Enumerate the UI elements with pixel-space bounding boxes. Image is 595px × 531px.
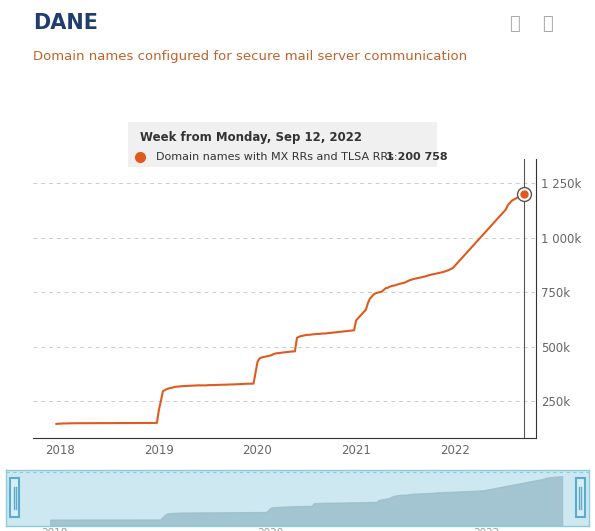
Text: 1 200 758: 1 200 758	[386, 152, 448, 162]
Text: ⓩ: ⓩ	[542, 15, 553, 33]
Text: ⓘ: ⓘ	[509, 15, 520, 33]
Bar	[576, 478, 585, 517]
Text: Week from Monday, Sep 12, 2022: Week from Monday, Sep 12, 2022	[140, 131, 362, 144]
Text: DANE: DANE	[33, 13, 98, 33]
Bar	[10, 478, 19, 517]
Text: Domain names configured for secure mail server communication: Domain names configured for secure mail …	[33, 50, 467, 63]
Text: Domain names with MX RRs and TLSA RRs:: Domain names with MX RRs and TLSA RRs:	[156, 152, 401, 162]
